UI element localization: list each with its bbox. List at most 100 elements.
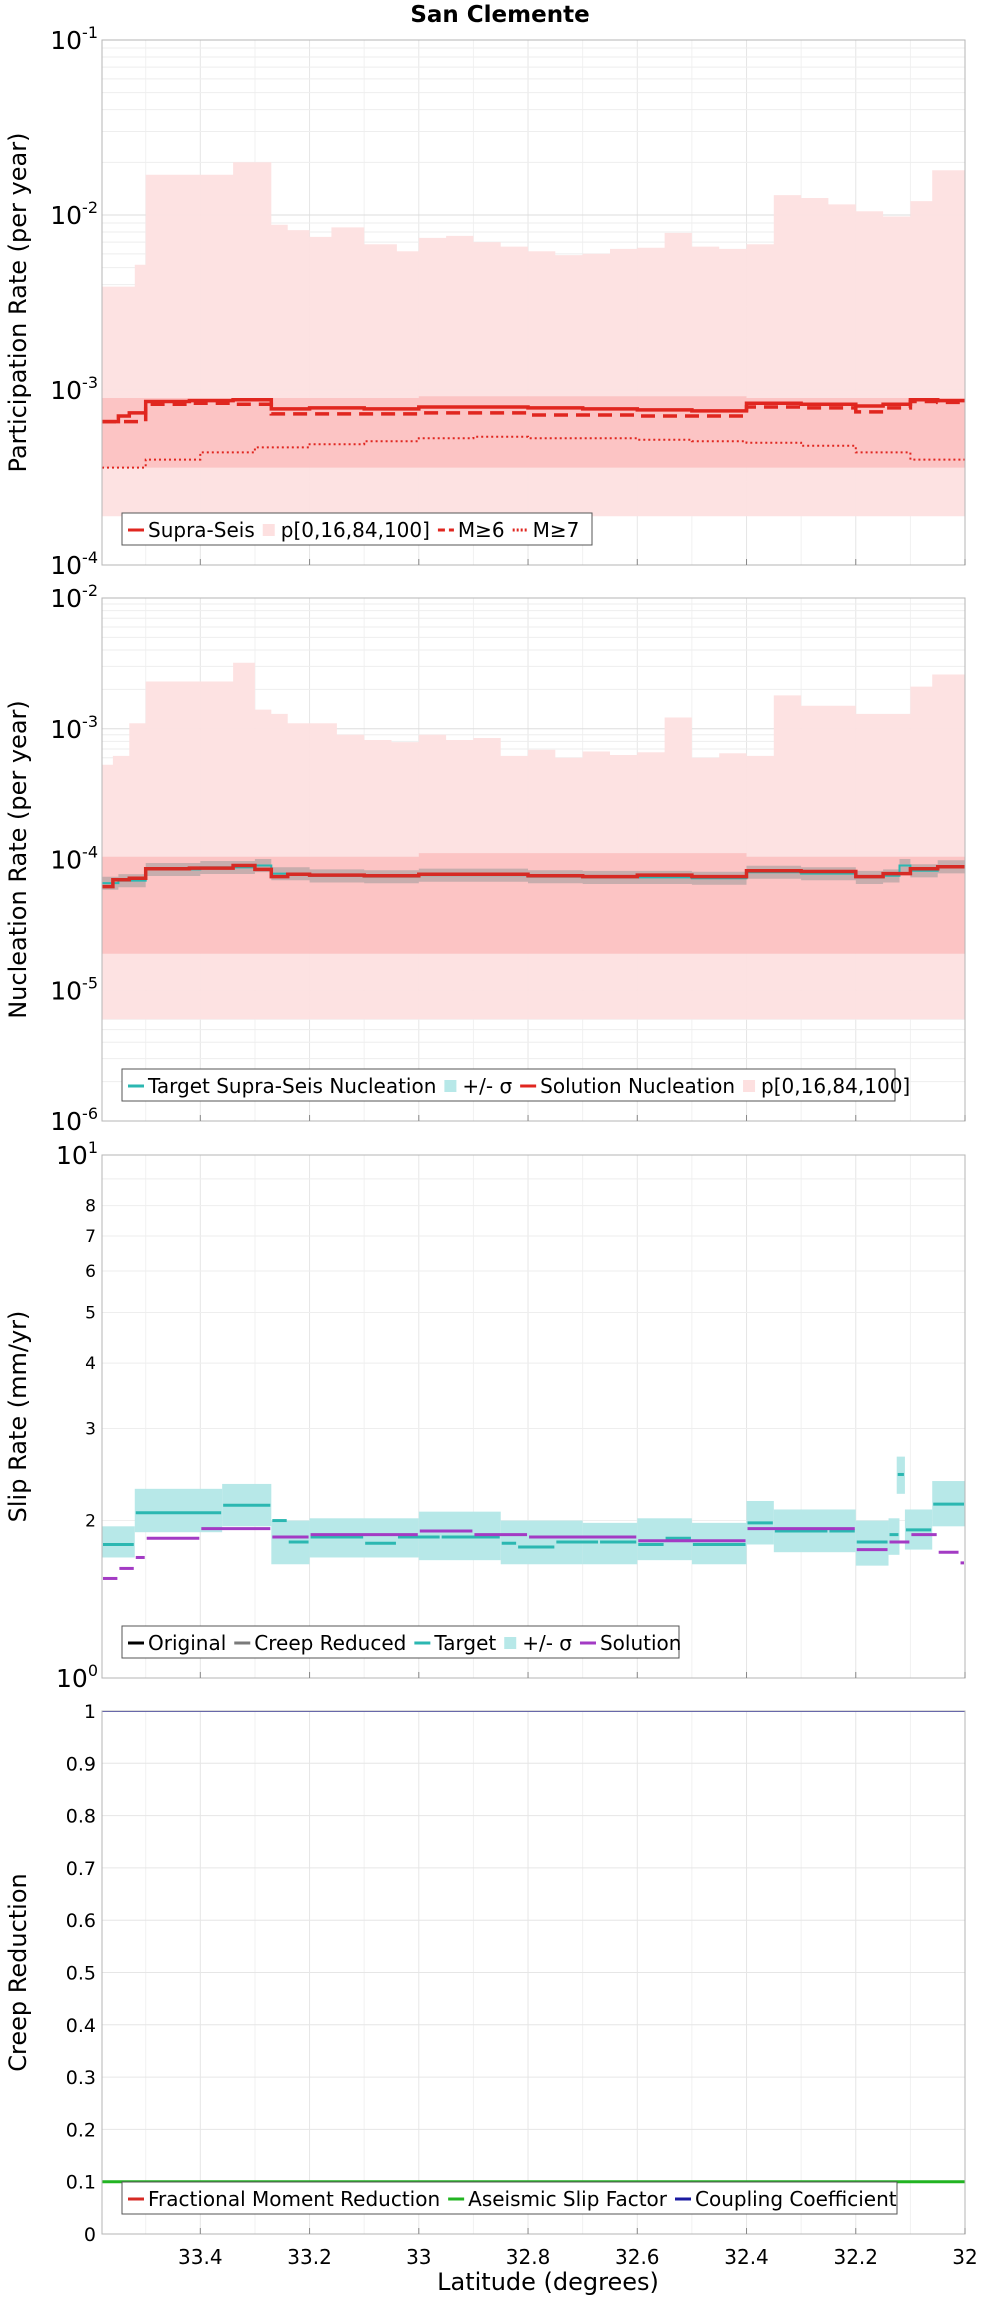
y-tick-label: 100 (56, 1661, 98, 1693)
x-tick-label: 32.4 (724, 2245, 769, 2269)
y-tick-label: 0.7 (66, 1858, 96, 1880)
legend-label: Target Supra-Seis Nucleation (147, 1074, 436, 1098)
legend-label: Solution Nucleation (540, 1074, 735, 1098)
legend-box (121, 1068, 896, 1102)
y-tick-label: 10-4 (50, 843, 98, 875)
y-tick-label: 0.1 (66, 2172, 96, 2194)
y-minor-tick-label: 4 (85, 1354, 96, 1374)
sigma-band-segment (582, 1522, 638, 1565)
y-tick-label: 0.3 (66, 2067, 96, 2089)
y-minor-tick-label: 2 (85, 1512, 96, 1532)
legend-item: Coupling Coefficient (675, 2187, 897, 2211)
y-tick-label: 10-3 (50, 373, 98, 405)
plot-frame (101, 39, 966, 566)
panel-nucleation: Target Supra-Seis Nucleation +/- σ Solutio… (4, 581, 966, 1136)
legend-patch (444, 1080, 457, 1092)
legend-item: M≥6 (437, 518, 505, 542)
plot-area (102, 1711, 965, 2184)
plot-area (102, 1456, 965, 1580)
y-axis-label: Slip Rate (mm/yr) (4, 1311, 32, 1523)
legend-patch (743, 1080, 756, 1092)
plot-frame (101, 1710, 966, 2235)
y-tick-label: 0.5 (66, 1963, 96, 1985)
x-tick-label: 33.2 (287, 2245, 332, 2269)
sigma-band-segment (102, 1526, 135, 1558)
y-tick-label: 0.8 (66, 1806, 96, 1828)
legend-item: M≥7 (512, 518, 580, 542)
legend-item: p[0,16,84,100] (743, 1074, 910, 1098)
legend-label: M≥7 (533, 518, 580, 542)
legend-label: p[0,16,84,100] (761, 1074, 910, 1098)
plot-area (102, 162, 965, 517)
y-tick-label: 10-3 (50, 712, 98, 744)
legend-label: Supra-Seis (148, 518, 255, 542)
y-tick-label: 10-6 (50, 1104, 98, 1136)
legend-item: +/- σ (444, 1074, 512, 1098)
y-tick-label: 0.6 (66, 1910, 96, 1932)
plot-frame (101, 597, 966, 1122)
sigma-band-segment (134, 1488, 223, 1533)
legend-item: Supra-Seis (128, 518, 255, 542)
x-axis-label: Latitude (degrees) (437, 2268, 659, 2296)
y-tick-label: 101 (56, 1138, 98, 1170)
legend-label: M≥6 (458, 518, 505, 542)
panel-slip: Original Creep Reduced Target +/- σ Solution… (4, 1138, 966, 1693)
x-tick-label: 32 (952, 2245, 977, 2269)
y-tick-label: 10-1 (50, 23, 98, 55)
y-minor-tick-label: 6 (85, 1262, 96, 1282)
legend-item: Solution (579, 1631, 681, 1655)
x-tick-label: 32.2 (833, 2245, 878, 2269)
y-minor-tick-label: 7 (85, 1227, 96, 1247)
y-minor-tick-label: 3 (85, 1419, 96, 1439)
legend-item: Original (128, 1631, 226, 1655)
legend-item: Target Supra-Seis Nucleation (128, 1074, 436, 1098)
x-tick-label: 32.6 (615, 2245, 660, 2269)
y-tick-label: 10-2 (50, 581, 98, 613)
y-tick-label: 0.2 (66, 2119, 96, 2141)
sigma-band-segment (888, 1518, 900, 1555)
figure-title: San Clemente (410, 2, 589, 28)
legend-label: p[0,16,84,100] (281, 518, 430, 542)
band-outer (102, 662, 965, 1020)
legend-item: Target (414, 1631, 496, 1655)
y-tick-label: 10-5 (50, 973, 98, 1005)
legend-item: Fractional Moment Reduction (128, 2187, 440, 2211)
legend-patch (504, 1637, 517, 1649)
legend-label: Fractional Moment Reduction (148, 2187, 440, 2211)
y-tick-label: 0.9 (66, 1753, 96, 1775)
legend-label: Original (148, 1631, 226, 1655)
legend-item: Aseismic Slip Factor (448, 2187, 668, 2211)
legend-patch (262, 524, 275, 536)
y-minor-tick-label: 5 (85, 1303, 96, 1323)
y-tick-label: 10-4 (50, 548, 98, 580)
legend-label: Solution (600, 1631, 681, 1655)
y-axis-label: Creep Reduction (4, 1873, 32, 2071)
series-solution-nucleation (102, 863, 965, 889)
series-supraseis (102, 397, 965, 424)
y-tick-label: 1 (84, 1701, 96, 1723)
series-m6 (102, 399, 965, 424)
x-tick-label: 33.4 (178, 2245, 223, 2269)
y-axis-label: Nucleation Rate (per year) (4, 700, 32, 1019)
legend-item: p[0,16,84,100] (262, 518, 430, 542)
legend-label: Target (433, 1631, 496, 1655)
legend-label: Coupling Coefficient (695, 2187, 897, 2211)
panel-participation: Supra-Seis p[0,16,84,100] M≥6 M≥7 10-4 10-3 10… (4, 23, 966, 580)
legend-label: +/- σ (462, 1074, 512, 1098)
legend-item: +/- σ (504, 1631, 572, 1655)
legend-label: Aseismic Slip Factor (468, 2187, 668, 2211)
plot-area (102, 662, 965, 1020)
y-tick-label: 0 (84, 2224, 96, 2246)
x-tick-label: 32.8 (506, 2245, 551, 2269)
series-m7 (102, 435, 965, 469)
x-tick-label: 33 (406, 2245, 431, 2269)
legend-item: Creep Reduced (234, 1631, 406, 1655)
legend-label: +/- σ (522, 1631, 572, 1655)
legend-item: Solution Nucleation (520, 1074, 735, 1098)
panel-creep: Fractional Moment Reduction Aseismic Slip… (4, 1701, 978, 2269)
legend-label: Creep Reduced (254, 1631, 406, 1655)
y-tick-label: 0.4 (66, 2015, 96, 2037)
y-minor-tick-label: 8 (85, 1197, 96, 1217)
